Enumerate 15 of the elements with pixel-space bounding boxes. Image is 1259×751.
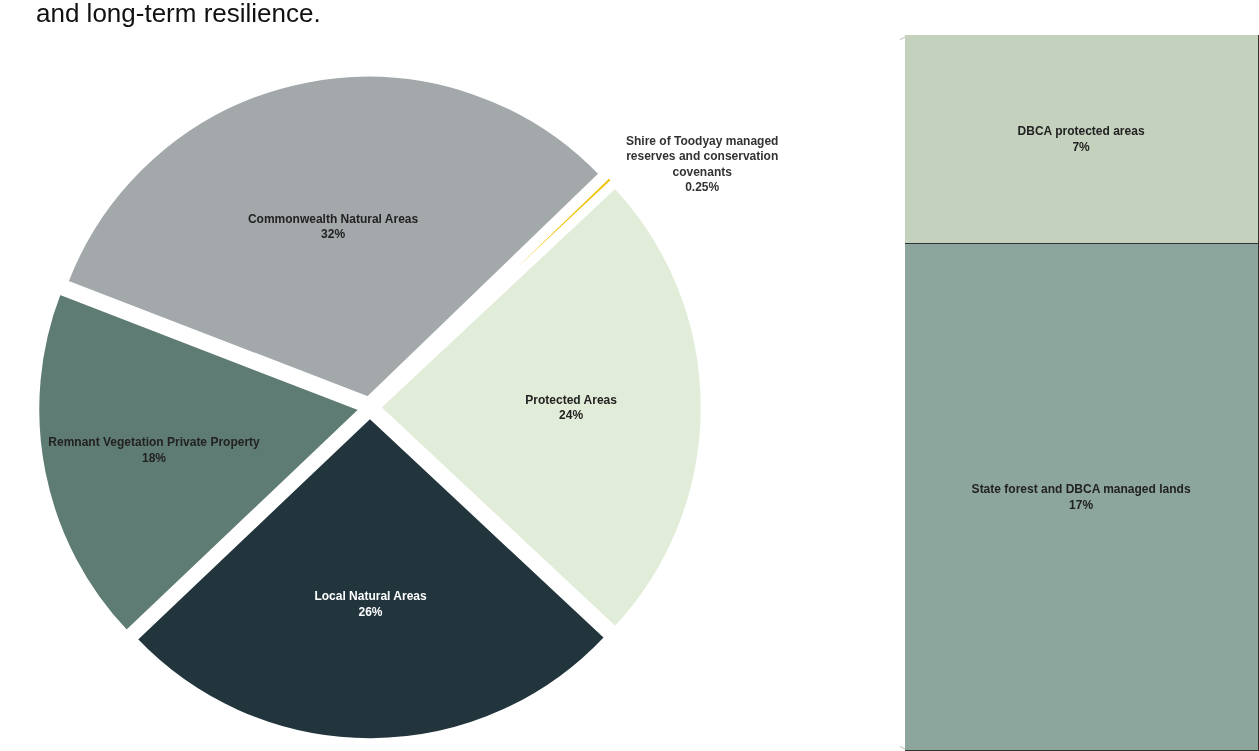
series-label: DBCA protected areas — [1017, 123, 1145, 138]
data-label: 32% — [321, 227, 346, 242]
slice-label: Local Natural Areas — [314, 589, 427, 604]
chart-title: and long-term resilience. — [36, 0, 321, 28]
slice-label: Commonwealth Natural Areas — [247, 211, 419, 226]
slice-label: Remnant Vegetation Private Property — [48, 435, 261, 450]
data-label: 17% — [1069, 497, 1094, 512]
series-label: State forest and DBCA managed lands — [971, 481, 1191, 496]
slice-label: Shire of Toodyay managed reserves and conservation covenants — [625, 133, 779, 179]
data-label: 0.25% — [685, 180, 720, 195]
slice-label: Protected Areas — [525, 392, 618, 407]
data-label: 24% — [559, 408, 584, 423]
data-label: 26% — [358, 604, 383, 619]
data-label: 7% — [1072, 139, 1091, 154]
data-label: 18% — [142, 451, 167, 466]
